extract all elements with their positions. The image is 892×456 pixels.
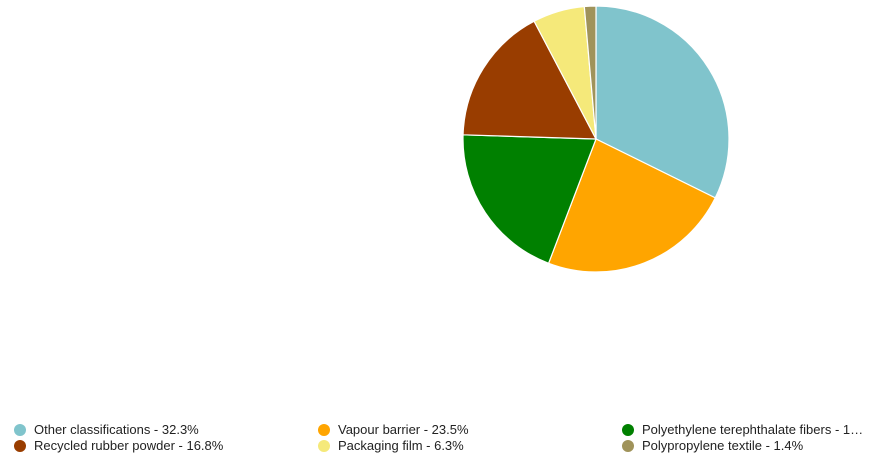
- pie-slice-vapour-barrier[interactable]: [547, 138, 717, 273]
- legend-item-polypropylene-textile[interactable]: Polypropylene textile - 1.4%: [622, 438, 803, 454]
- pie-slice-recycled-rubber-powder[interactable]: [462, 20, 598, 140]
- legend-item-polyethylene-terephthalate-fibers[interactable]: Polyethylene terephthalate fibers - 1…: [622, 422, 863, 438]
- legend-label-other-classifications: Other classifications - 32.3%: [34, 422, 199, 437]
- legend-marker-packaging-film: [318, 440, 330, 452]
- legend-item-packaging-film[interactable]: Packaging film - 6.3%: [318, 438, 464, 454]
- pie-slice-polypropylene-textile[interactable]: [583, 5, 597, 140]
- legend-item-recycled-rubber-powder[interactable]: Recycled rubber powder - 16.8%: [14, 438, 223, 454]
- legend-marker-other-classifications: [14, 424, 26, 436]
- legend: Other classifications - 32.3% Vapour bar…: [0, 420, 892, 456]
- legend-label-packaging-film: Packaging film - 6.3%: [338, 438, 464, 453]
- pie-slice-other-classifications[interactable]: [595, 5, 730, 199]
- legend-label-vapour-barrier: Vapour barrier - 23.5%: [338, 422, 469, 437]
- legend-marker-polyethylene-terephthalate-fibers: [622, 424, 634, 436]
- legend-marker-polypropylene-textile: [622, 440, 634, 452]
- legend-marker-vapour-barrier: [318, 424, 330, 436]
- pie-slice-polyethylene-terephthalate-fibers[interactable]: [462, 134, 597, 265]
- legend-marker-recycled-rubber-powder: [14, 440, 26, 452]
- legend-item-other-classifications[interactable]: Other classifications - 32.3%: [14, 422, 199, 438]
- legend-label-polypropylene-textile: Polypropylene textile - 1.4%: [642, 438, 804, 453]
- legend-label-recycled-rubber-powder: Recycled rubber powder - 16.8%: [34, 438, 224, 453]
- legend-label-polyethylene-terephthalate-fibers: Polyethylene terephthalate fibers - 1…: [642, 422, 864, 437]
- legend-item-vapour-barrier[interactable]: Vapour barrier - 23.5%: [318, 422, 469, 438]
